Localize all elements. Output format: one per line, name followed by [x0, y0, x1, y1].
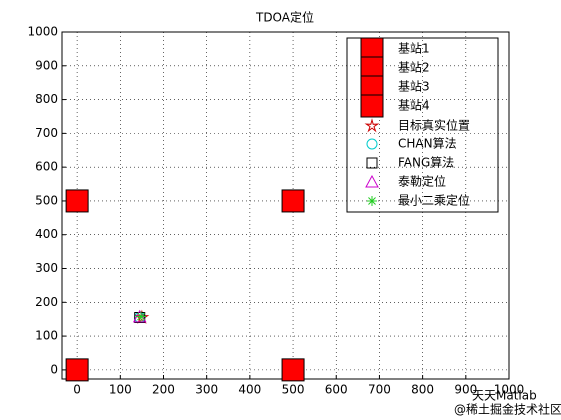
y-tick-label: 300: [35, 261, 58, 275]
legend-marker: [367, 196, 377, 206]
x-tick-label: 800: [411, 383, 434, 397]
legend-label: 最小二乘定位: [398, 193, 470, 208]
y-tick-label: 100: [35, 329, 58, 343]
x-tick-label: 200: [152, 383, 175, 397]
legend-label: 基站2: [398, 61, 430, 75]
legend-marker: [365, 174, 379, 188]
legend-label: 泰勒定位: [398, 174, 446, 189]
x-tick-label: 0: [73, 383, 81, 397]
y-tick-label: 1000: [27, 25, 58, 39]
y-tick-label: 800: [35, 92, 58, 106]
marker: [134, 312, 146, 324]
y-tick-label: 400: [35, 227, 58, 241]
legend-marker: [360, 94, 384, 118]
x-tick-label: 1000: [494, 383, 525, 397]
legend-label: 基站3: [398, 80, 430, 94]
legend-marker: [364, 118, 380, 133]
marker: [136, 311, 147, 322]
legend-marker: [366, 157, 378, 169]
legend-label: CHAN算法: [398, 136, 457, 151]
legend-label: 基站4: [398, 99, 430, 113]
y-tick-label: 700: [35, 126, 58, 140]
chart-title: TDOA定位: [255, 10, 314, 25]
watermark-source: @稀土掘金技术社区: [454, 402, 561, 417]
x-tick-label: 500: [282, 383, 305, 397]
marker: [281, 189, 305, 213]
y-tick-label: 500: [35, 193, 58, 207]
legend-label: 基站1: [398, 42, 430, 56]
x-tick-label: 600: [325, 383, 348, 397]
y-tick-label: 900: [35, 58, 58, 72]
x-tick-label: 900: [454, 383, 477, 397]
y-tick-label: 0: [50, 362, 58, 376]
x-tick-label: 300: [195, 383, 218, 397]
legend-label: FANG算法: [398, 155, 454, 170]
marker: [65, 358, 89, 382]
y-tick-label: 600: [35, 160, 58, 174]
legend-marker: [366, 138, 378, 150]
marker: [134, 309, 150, 324]
x-tick-label: 400: [238, 383, 261, 397]
x-tick-label: 100: [109, 383, 132, 397]
marker: [65, 189, 89, 213]
watermark-brand: 天天Matlab: [472, 389, 537, 403]
marker: [281, 358, 305, 382]
x-tick-label: 700: [368, 383, 391, 397]
y-tick-label: 200: [35, 295, 58, 309]
legend-label: 目标真实位置: [398, 118, 470, 133]
